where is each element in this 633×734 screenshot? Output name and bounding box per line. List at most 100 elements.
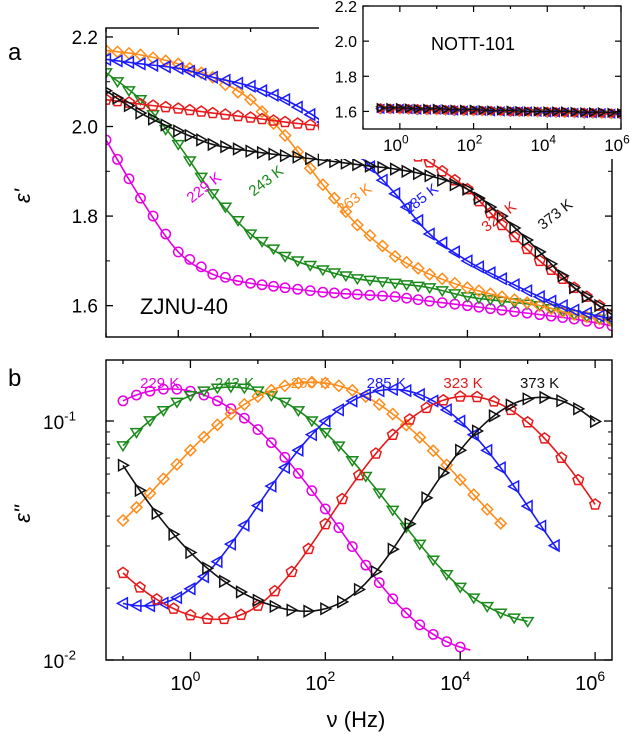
inset-data-point — [459, 104, 470, 115]
data-point-b — [507, 613, 522, 625]
data-point-a — [106, 68, 113, 80]
data-point-a — [219, 108, 232, 120]
data-point-a — [123, 98, 137, 113]
data-point-b — [538, 431, 551, 444]
data-point-a — [581, 289, 594, 304]
data-point-a — [256, 279, 268, 291]
data-point-a — [508, 230, 521, 243]
data-point-a — [605, 316, 612, 328]
data-point-a — [206, 106, 219, 119]
data-point-a — [423, 267, 437, 281]
data-point-a — [533, 299, 547, 313]
data-point-a — [205, 70, 218, 85]
data-point-a — [207, 137, 220, 152]
data-point-a — [495, 218, 509, 231]
inset-data-point — [570, 106, 581, 118]
data-point-b — [171, 383, 183, 395]
data-point-a — [411, 261, 425, 275]
inset-y-tick-label: 2.0 — [335, 34, 357, 51]
data-point-a — [473, 191, 486, 205]
data-point-a — [135, 106, 148, 120]
data-point-b — [143, 416, 157, 428]
data-point-b — [360, 559, 372, 571]
inset-plot: 1.6 1.8 2.0 2.2 100 102 104 106 — [319, 0, 633, 159]
x-tick-label-b: 102 — [305, 668, 335, 695]
data-point-a — [483, 266, 496, 280]
series-line-b-323K — [122, 395, 596, 621]
data-point-b — [318, 414, 331, 428]
series-label-a: 243 K — [246, 162, 287, 200]
y-tick-label-b: 10-1 — [43, 408, 76, 434]
data-point-a — [567, 303, 580, 317]
data-point-b — [358, 387, 371, 402]
data-point-a — [267, 114, 280, 126]
data-point-a — [292, 150, 305, 164]
series-line-a-243K — [106, 72, 612, 323]
data-point-b — [573, 402, 586, 416]
data-point-b — [400, 607, 412, 619]
data-point-b — [279, 451, 291, 463]
inset-data-point — [524, 106, 534, 117]
data-point-b — [547, 538, 560, 553]
data-point-b — [131, 389, 142, 401]
series-label-b: 229 K — [140, 375, 179, 392]
inset-data-point — [423, 103, 433, 115]
data-point-a — [389, 291, 401, 303]
y-axis-label-b: ε" — [10, 504, 35, 523]
data-point-a — [594, 298, 607, 313]
data-point-a — [388, 249, 402, 263]
series-label-b: 373 K — [520, 375, 559, 392]
inset-data-point — [552, 106, 562, 117]
data-point-b — [353, 582, 367, 597]
data-point-b — [480, 502, 494, 516]
data-point-a — [424, 295, 436, 307]
data-point-b — [345, 383, 359, 397]
data-point-a — [423, 155, 436, 168]
data-point-a — [364, 159, 377, 173]
data-point-b — [387, 542, 400, 556]
data-point-b — [438, 466, 451, 480]
series-label-b: 243 K — [215, 375, 254, 392]
data-point-a — [171, 139, 186, 151]
inset-data-point — [395, 102, 406, 114]
data-point-a — [147, 112, 161, 126]
inset-data-point — [617, 107, 621, 119]
inset-data-point — [607, 107, 617, 119]
data-point-a — [316, 265, 330, 277]
data-point-a — [303, 107, 316, 122]
data-point-b — [439, 403, 452, 417]
data-point-a — [218, 73, 231, 88]
inset-data-point — [376, 102, 387, 114]
inset-data-point — [413, 103, 423, 115]
data-point-a — [220, 139, 233, 154]
data-point-a — [400, 255, 414, 269]
data-point-a — [290, 256, 305, 268]
data-point-b — [183, 582, 196, 596]
data-point-b — [336, 492, 349, 505]
panel-a-label: a — [8, 39, 22, 66]
data-point-a — [388, 278, 402, 290]
data-point-a — [448, 173, 461, 186]
data-point-a — [196, 133, 209, 147]
data-point-b — [521, 415, 534, 428]
data-point-b — [278, 397, 292, 409]
series-label-a: 373 K — [535, 196, 576, 234]
inset-x-tick-label: 106 — [604, 132, 630, 155]
data-point-b — [337, 595, 350, 609]
inset-data-point — [441, 103, 452, 115]
data-point-b — [302, 542, 315, 555]
data-point-a — [435, 236, 448, 250]
data-point-b — [224, 407, 238, 421]
data-point-a — [401, 164, 414, 179]
data-point-a — [232, 142, 246, 156]
panel-b-frame — [105, 359, 613, 661]
data-point-a — [375, 277, 390, 289]
data-point-b — [413, 430, 427, 444]
data-point-b — [556, 393, 569, 408]
y-tick-label-a: 1.6 — [72, 297, 98, 318]
data-point-b — [116, 441, 130, 453]
data-point-a — [304, 285, 316, 297]
inset-data-point — [580, 107, 590, 118]
data-point-b — [286, 603, 299, 617]
data-point-a — [123, 173, 135, 185]
